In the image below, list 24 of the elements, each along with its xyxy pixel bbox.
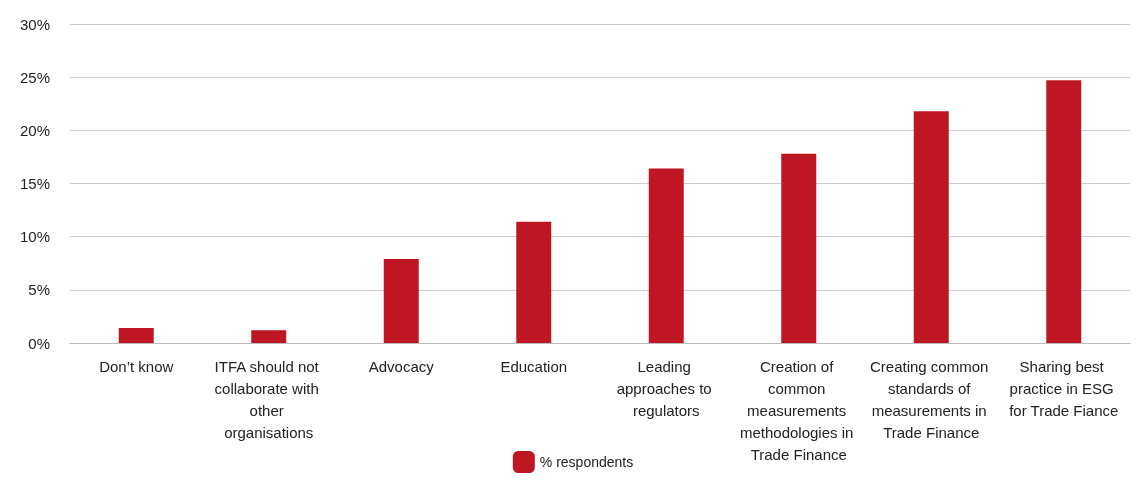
y-tick-label: 5% [28,281,50,299]
x-tick-label: Sharing best practice in ESG for Trade Fiance [1009,357,1119,419]
bar [516,221,552,343]
bar [648,168,684,343]
legend-label: % respondents [539,454,634,470]
bar [383,259,419,343]
y-tick-label: 15% [19,175,50,192]
bar [251,330,287,343]
y-tick-label: 10% [19,228,50,246]
x-tick-label: Leading approaches to regulators [616,357,716,419]
bar [118,328,154,343]
y-tick-label: 30% [19,15,50,33]
bar [913,111,949,343]
x-tick-label: Don’t know [99,357,174,375]
x-tick-label: Creation of common measurements methodologies in Trade Finance [739,357,858,463]
y-tick-label: 0% [28,334,50,352]
bar [1046,80,1082,343]
y-tick-label: 20% [19,121,50,139]
x-tick-label: ITFA should not collaborate with other organisations [214,357,323,441]
x-tick-label: Creating common standards of measurements in Trade Finance [869,357,993,441]
x-tick-label: Education [500,357,568,375]
y-tick-label: 25% [19,68,50,86]
x-tick-label: Advocacy [368,357,435,375]
bar [781,153,817,343]
